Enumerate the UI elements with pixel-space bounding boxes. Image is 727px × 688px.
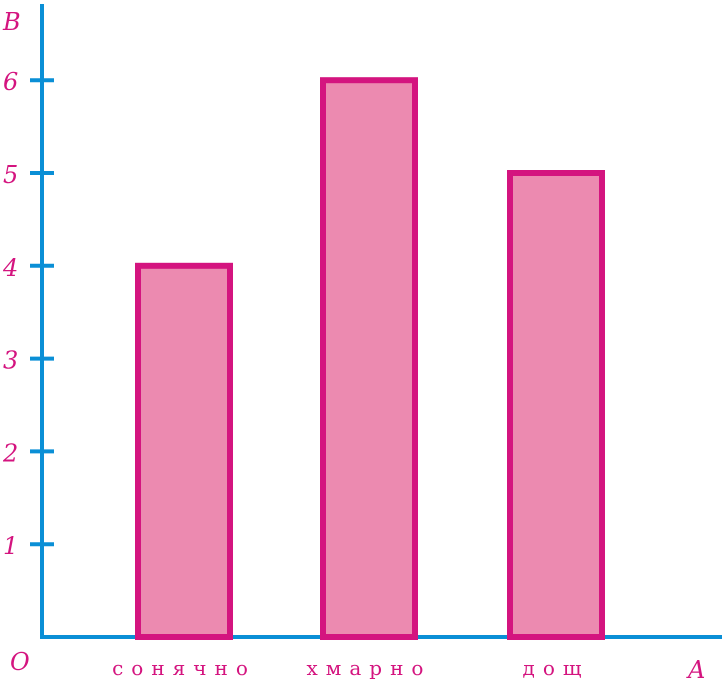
y-tick-label: 1 [3, 532, 18, 560]
bars [135, 77, 605, 640]
x-axis-label: A [686, 656, 705, 684]
bar [320, 77, 418, 640]
y-ticks: 1 2 3 4 5 6 [2, 68, 54, 560]
x-category-label: дощ [523, 656, 590, 680]
bar [507, 170, 605, 640]
y-axis-label: B [2, 8, 21, 36]
x-category-label: сонячно [112, 656, 256, 680]
origin-label: O [10, 648, 30, 676]
y-tick-label: 3 [3, 347, 18, 375]
y-tick-label: 2 [2, 439, 18, 467]
y-tick-label: 5 [3, 161, 18, 189]
y-tick-label: 4 [2, 254, 18, 282]
bar [135, 262, 233, 640]
x-category-label: хмарно [307, 656, 432, 680]
category-labels: сонячно хмарно дощ [112, 656, 590, 680]
y-tick-label: 6 [3, 68, 18, 96]
